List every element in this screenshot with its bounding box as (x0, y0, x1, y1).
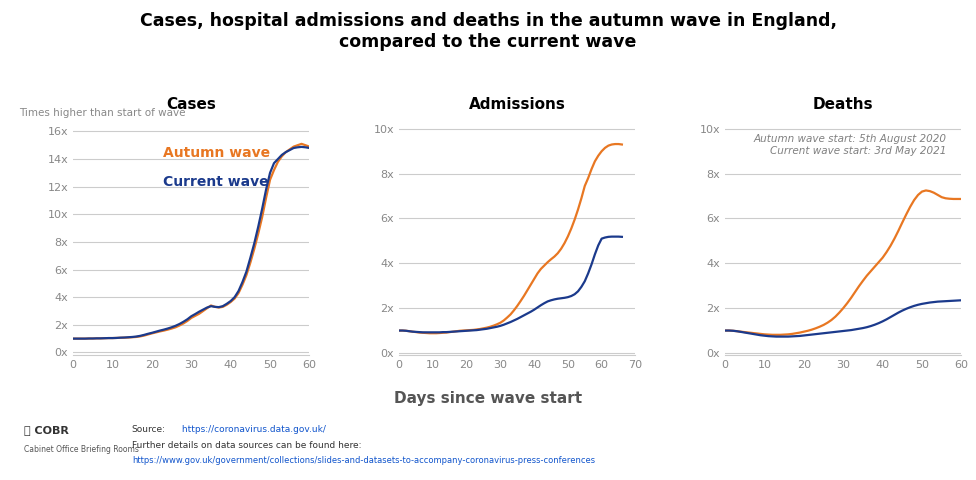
Text: 🏛 COBR: 🏛 COBR (24, 425, 69, 435)
Text: https://coronavirus.data.gov.uk/: https://coronavirus.data.gov.uk/ (179, 425, 325, 434)
Text: Days since wave start: Days since wave start (394, 391, 582, 406)
Text: Further details on data sources can be found here:: Further details on data sources can be f… (132, 441, 361, 450)
Text: HANDS   FACE   SPACE: HANDS FACE SPACE (857, 424, 944, 430)
Title: Admissions: Admissions (468, 97, 566, 112)
Title: Deaths: Deaths (813, 97, 874, 112)
Title: Cases: Cases (166, 97, 217, 112)
Text: FRESH AIR: FRESH AIR (879, 447, 921, 453)
Text: Autumn wave start: 5th August 2020
Current wave start: 3rd May 2021: Autumn wave start: 5th August 2020 Curre… (753, 134, 947, 156)
Text: Cabinet Office Briefing Rooms: Cabinet Office Briefing Rooms (24, 445, 140, 455)
Text: Times higher than start of wave: Times higher than start of wave (20, 108, 186, 118)
Text: Autumn wave: Autumn wave (163, 146, 270, 160)
Text: Cases, hospital admissions and deaths in the autumn wave in England,
compared to: Cases, hospital admissions and deaths in… (140, 12, 836, 51)
Text: https://www.gov.uk/government/collections/slides-and-datasets-to-accompany-coron: https://www.gov.uk/government/collection… (132, 456, 595, 465)
Text: Source:: Source: (132, 425, 166, 434)
Text: Current wave: Current wave (163, 175, 268, 189)
